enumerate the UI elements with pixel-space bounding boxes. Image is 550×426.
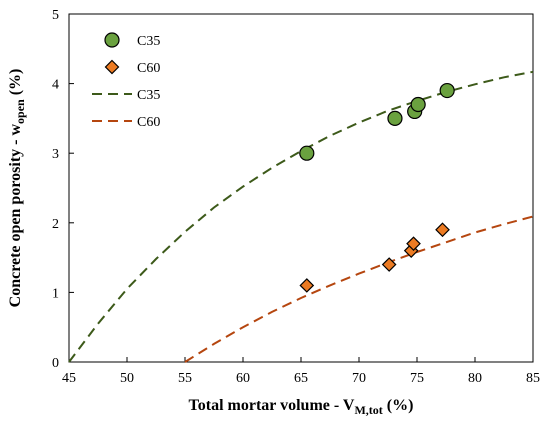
data-point-c35 xyxy=(410,96,426,113)
y-tick-label: 4 xyxy=(52,78,59,93)
x-tick-label: 80 xyxy=(468,371,482,386)
x-tick-label: 75 xyxy=(410,371,424,386)
y-tick-label: 2 xyxy=(52,217,59,232)
x-tick-label: 55 xyxy=(178,371,192,386)
x-tick-label: 85 xyxy=(526,371,540,386)
legend: C35 C60 C35 C60 xyxy=(92,32,160,130)
y-tick-label: 0 xyxy=(52,356,59,371)
data-point-c35 xyxy=(439,82,455,99)
data-points xyxy=(299,82,455,293)
data-point-c60 xyxy=(299,278,315,293)
legend-label-c35: C35 xyxy=(137,88,160,103)
fit-curves xyxy=(68,70,534,363)
data-point-c60 xyxy=(406,236,421,252)
legend-marker-c60 xyxy=(104,59,120,75)
y-tick-label: 3 xyxy=(52,147,59,162)
x-axis-title: Total mortar volume - VM,tot (%) xyxy=(189,397,414,417)
legend-label-c60: C60 xyxy=(137,115,160,130)
legend-label-c60: C60 xyxy=(137,61,160,76)
x-tick-label: 65 xyxy=(294,371,308,386)
x-tick-label: 50 xyxy=(120,371,134,386)
fit-curve-c60 xyxy=(184,215,534,363)
x-tick-label: 60 xyxy=(236,371,250,386)
legend-label-c35: C35 xyxy=(137,34,160,49)
x-tick-label: 45 xyxy=(62,371,76,386)
data-point-c35 xyxy=(299,145,315,161)
y-tick-label: 5 xyxy=(52,8,59,23)
data-point-c60 xyxy=(435,222,450,238)
data-point-c60 xyxy=(381,257,397,272)
y-tick-label: 1 xyxy=(52,286,59,301)
legend-marker-c35 xyxy=(104,32,120,48)
fit-curve-c35 xyxy=(68,70,534,363)
x-tick-label: 70 xyxy=(352,371,366,386)
data-point-c35 xyxy=(387,110,403,127)
y-axis-title: Concrete open porosity - wopen (%) xyxy=(7,69,27,308)
